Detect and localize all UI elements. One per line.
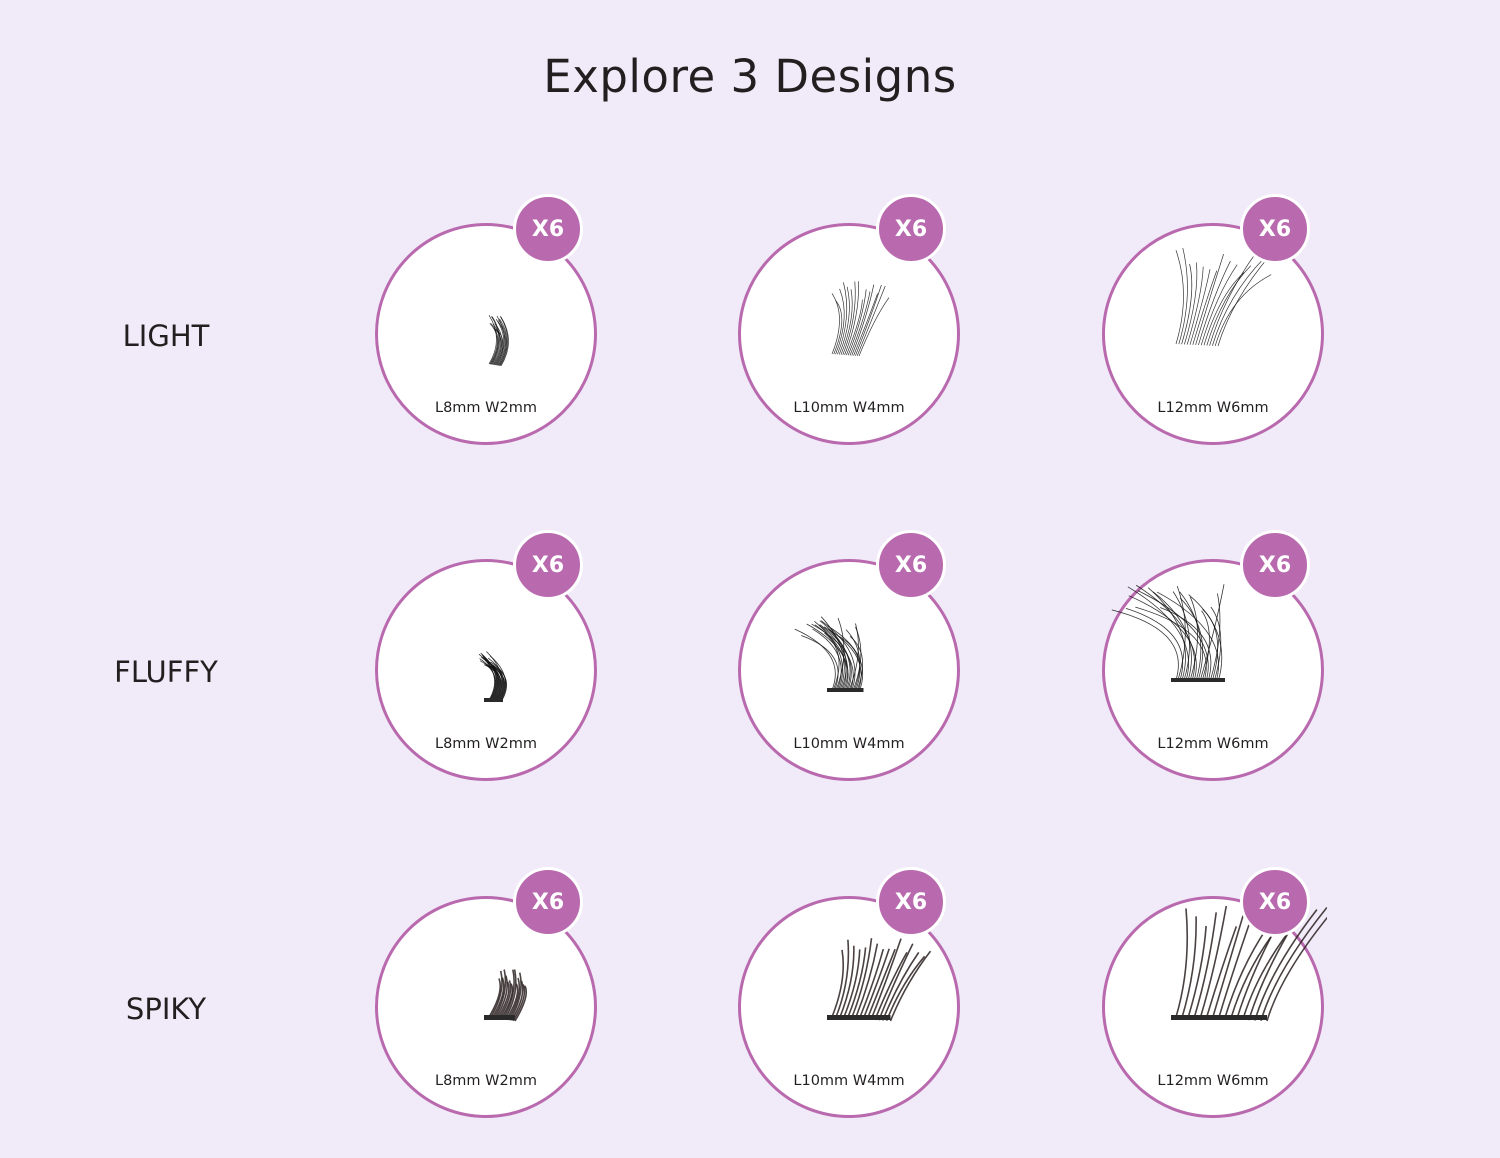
row-label-spiky: SPIKY xyxy=(66,992,266,1026)
size-label: L8mm W2mm xyxy=(378,1073,594,1089)
size-label: L8mm W2mm xyxy=(378,400,594,416)
quantity-badge: X6 xyxy=(1240,194,1310,264)
quantity-badge: X6 xyxy=(876,530,946,600)
lash-band xyxy=(827,1015,891,1020)
page-title: Explore 3 Designs xyxy=(0,50,1500,103)
size-label: L12mm W6mm xyxy=(1105,1073,1321,1089)
quantity-badge: X6 xyxy=(1240,530,1310,600)
quantity-badge: X6 xyxy=(513,867,583,937)
quantity-badge: X6 xyxy=(876,194,946,264)
size-label: L10mm W4mm xyxy=(741,736,957,752)
lash-band xyxy=(1171,678,1225,682)
size-label: L10mm W4mm xyxy=(741,1073,957,1089)
lash-band xyxy=(827,688,864,692)
quantity-badge: X6 xyxy=(1240,867,1310,937)
row-label-fluffy: FLUFFY xyxy=(66,655,266,689)
lash-band xyxy=(1171,1015,1267,1020)
lash-band xyxy=(484,698,503,702)
size-label: L12mm W6mm xyxy=(1105,736,1321,752)
size-label: L10mm W4mm xyxy=(741,400,957,416)
size-label: L8mm W2mm xyxy=(378,736,594,752)
quantity-badge: X6 xyxy=(513,194,583,264)
row-label-light: LIGHT xyxy=(66,319,266,353)
quantity-badge: X6 xyxy=(876,867,946,937)
quantity-badge: X6 xyxy=(513,530,583,600)
size-label: L12mm W6mm xyxy=(1105,400,1321,416)
lash-band xyxy=(484,1015,515,1020)
